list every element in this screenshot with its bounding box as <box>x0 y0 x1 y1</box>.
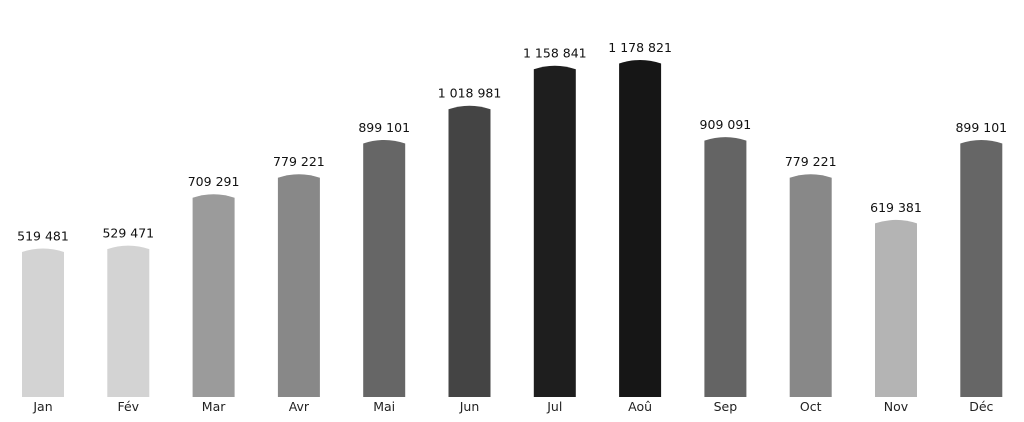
bar-Jan <box>22 248 64 397</box>
bar-Déc <box>960 139 1003 397</box>
category-label-Avr: Avr <box>289 399 310 414</box>
bar-Mai <box>363 139 406 397</box>
category-label-Jul: Jul <box>546 399 562 414</box>
value-label-Nov: 619 381 <box>870 200 922 215</box>
bar-Mar <box>192 194 235 397</box>
value-label-Oct: 779 221 <box>785 154 837 169</box>
value-label-Avr: 779 221 <box>273 154 325 169</box>
bar-Jun <box>448 105 491 397</box>
bar-Aoû <box>619 60 662 397</box>
bar-Oct <box>789 174 832 397</box>
category-label-Aoû: Aoû <box>628 399 652 414</box>
bar-Avr <box>277 174 320 397</box>
category-label-Fév: Fév <box>117 399 139 414</box>
bar-Jul <box>533 65 576 398</box>
category-label-Oct: Oct <box>800 399 822 414</box>
bars-layer <box>22 60 1003 398</box>
value-label-Jan: 519 481 <box>17 228 69 243</box>
category-label-Mai: Mai <box>373 399 395 414</box>
value-label-Mai: 899 101 <box>358 120 410 135</box>
value-label-Aoû: 1 178 821 <box>608 40 672 55</box>
value-label-Fév: 529 471 <box>102 226 154 241</box>
category-label-Mar: Mar <box>202 399 226 414</box>
bar-Fév <box>107 245 150 397</box>
value-label-Déc: 899 101 <box>955 120 1007 135</box>
category-label-Sep: Sep <box>714 399 738 414</box>
value-labels-layer: 519 481 529 471 709 291 779 221 899 101 1 018… <box>17 40 1007 243</box>
category-label-Déc: Déc <box>969 399 993 414</box>
category-label-Nov: Nov <box>884 399 909 414</box>
category-labels-layer: Jan Fév Mar Avr Mai Jun Jul Aoû Sep Oct Nov Déc <box>32 399 993 414</box>
value-label-Mar: 709 291 <box>188 174 240 189</box>
value-label-Sep: 909 091 <box>700 117 752 132</box>
bar-Nov <box>875 219 917 397</box>
category-label-Jan: Jan <box>32 399 52 414</box>
value-label-Jun: 1 018 981 <box>438 86 502 101</box>
category-label-Jun: Jun <box>459 399 480 414</box>
value-label-Jul: 1 158 841 <box>523 46 587 61</box>
bar-Sep <box>704 137 747 397</box>
